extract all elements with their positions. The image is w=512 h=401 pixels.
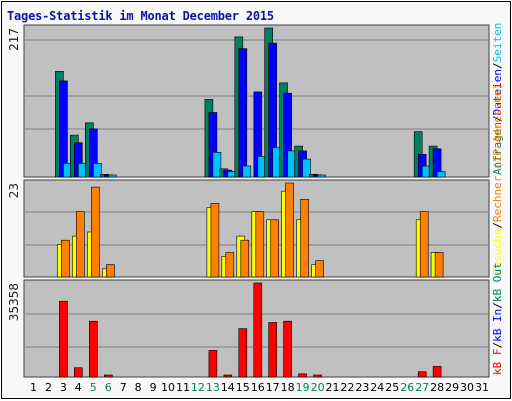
bar-rechner-ip-adressen- bbox=[210, 203, 220, 278]
day-label: 10 bbox=[161, 381, 175, 394]
bar-kb-f bbox=[283, 320, 292, 378]
bar-rechner-ip-adressen- bbox=[270, 219, 280, 278]
day-label: 20 bbox=[311, 381, 325, 394]
series-legend: Besuche/Rechner (IP-Adressen) bbox=[491, 83, 504, 275]
bar-kb-f bbox=[253, 282, 263, 378]
legend-entry: / bbox=[491, 115, 504, 122]
y-max-label: 35358 bbox=[7, 283, 21, 321]
bar-seiten bbox=[108, 174, 117, 178]
bar-rechner-ip-adressen- bbox=[91, 186, 100, 278]
bar-kb-f bbox=[313, 374, 322, 378]
legend-entry: kB Out bbox=[491, 262, 504, 302]
day-label: 28 bbox=[430, 381, 444, 394]
bar-rechner-ip-adressen- bbox=[315, 260, 324, 278]
y-max-label: 217 bbox=[7, 28, 21, 51]
bar-kb-f bbox=[238, 328, 248, 378]
bar-kb-f bbox=[417, 371, 427, 378]
day-label: 30 bbox=[460, 381, 474, 394]
bar-kb-f bbox=[223, 374, 233, 378]
day-label: 3 bbox=[60, 381, 67, 394]
legend-entry: / bbox=[491, 62, 504, 69]
day-label: 7 bbox=[120, 381, 127, 394]
bar-rechner-ip-adressen- bbox=[240, 239, 250, 278]
bar-kb-f bbox=[89, 320, 98, 378]
day-label: 6 bbox=[105, 381, 112, 394]
chart-title: Tages-Statistik im Monat December 2015 bbox=[7, 9, 274, 23]
legend-entry: / bbox=[491, 302, 504, 309]
series-legend: Anfragen/Dateien/Seiten bbox=[491, 23, 504, 175]
bar-dateien bbox=[59, 80, 68, 178]
day-label: 23 bbox=[355, 381, 369, 394]
bar-rechner-ip-adressen- bbox=[434, 252, 444, 278]
bar-rechner-ip-adressen- bbox=[61, 239, 70, 278]
bar-seiten bbox=[242, 165, 252, 178]
bar-seiten bbox=[317, 174, 326, 178]
bar-seiten bbox=[212, 152, 222, 178]
bar-rechner-ip-adressen- bbox=[419, 211, 429, 278]
legend-entry: / bbox=[491, 222, 504, 229]
y-max-label: 23 bbox=[7, 183, 21, 198]
legend-entry: Besuche bbox=[491, 229, 504, 275]
day-label: 25 bbox=[385, 381, 399, 394]
legend-entry: Rechner (IP-Adressen) bbox=[491, 83, 504, 222]
x-axis-labels: 1 2 3 4 5 6 7 8 9 10 11 12 13 14 15 16 17 18 19 20 21 22 23 24 2… bbox=[30, 381, 489, 394]
legend-entry: kB In bbox=[491, 309, 504, 342]
day-label: 14 bbox=[221, 381, 235, 394]
daily-statistics-chart: 217Anfragen/Dateien/Seiten23Besuche/Rech… bbox=[7, 23, 504, 394]
day-label: 4 bbox=[75, 381, 82, 394]
bar-seiten bbox=[436, 171, 446, 178]
bar-seiten bbox=[302, 158, 311, 178]
day-label: 31 bbox=[475, 381, 489, 394]
bar-kb-f bbox=[59, 300, 68, 378]
bar-dateien bbox=[238, 48, 248, 178]
day-label: 29 bbox=[445, 381, 459, 394]
day-label: 21 bbox=[326, 381, 340, 394]
day-label: 1 bbox=[30, 381, 37, 394]
bar-rechner-ip-adressen- bbox=[300, 199, 309, 278]
day-label: 22 bbox=[340, 381, 354, 394]
day-label: 19 bbox=[296, 381, 310, 394]
day-label: 24 bbox=[370, 381, 384, 394]
day-label: 27 bbox=[415, 381, 429, 394]
bar-rechner-ip-adressen- bbox=[255, 211, 265, 278]
day-label: 18 bbox=[281, 381, 295, 394]
legend-entry: Anfragen bbox=[491, 122, 504, 175]
bar-rechner-ip-adressen- bbox=[285, 182, 294, 278]
day-label: 8 bbox=[135, 381, 142, 394]
day-label: 9 bbox=[150, 381, 157, 394]
day-label: 5 bbox=[90, 381, 97, 394]
bar-rechner-ip-adressen- bbox=[76, 211, 85, 278]
series-legend: kB F/kB In/kB Out bbox=[491, 262, 504, 375]
day-label: 11 bbox=[176, 381, 190, 394]
day-label: 12 bbox=[191, 381, 205, 394]
day-label: 17 bbox=[266, 381, 280, 394]
legend-entry: / bbox=[491, 342, 504, 349]
day-label: 15 bbox=[236, 381, 250, 394]
day-label: 13 bbox=[206, 381, 220, 394]
bar-rechner-ip-adressen- bbox=[106, 264, 115, 278]
bar-kb-f bbox=[268, 322, 278, 378]
bar-seiten bbox=[93, 163, 102, 178]
legend-entry: Dateien bbox=[491, 69, 504, 115]
bar-kb-f bbox=[74, 367, 83, 378]
bar-kb-f bbox=[104, 374, 113, 378]
legend-entry: Seiten bbox=[491, 23, 504, 63]
day-label: 26 bbox=[400, 381, 414, 394]
legend-entry: kB F bbox=[491, 349, 504, 376]
day-label: 16 bbox=[251, 381, 265, 394]
bar-kb-f bbox=[298, 373, 307, 378]
day-label: 2 bbox=[45, 381, 52, 394]
bar-rechner-ip-adressen- bbox=[225, 252, 235, 278]
bar-kb-f bbox=[432, 366, 442, 378]
bar-kb-f bbox=[208, 350, 218, 378]
